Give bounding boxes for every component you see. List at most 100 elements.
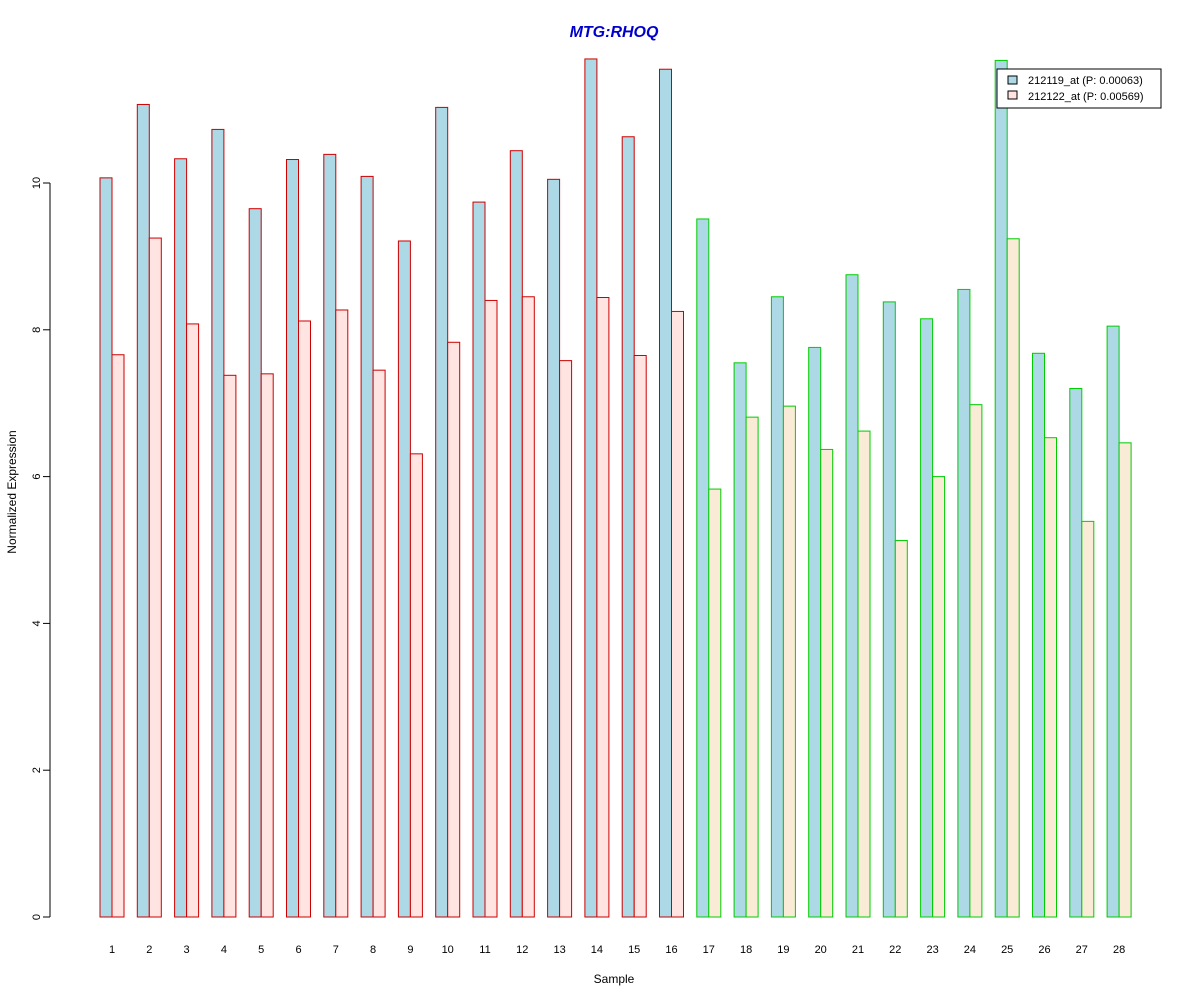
x-tick-label: 2 xyxy=(146,944,152,956)
bar-212119-sample-22 xyxy=(882,301,896,918)
bar-212119-sample-2 xyxy=(136,103,150,918)
x-tick-label: 28 xyxy=(1113,944,1125,956)
y-tick-label: 10 xyxy=(31,177,43,189)
bar-212122-sample-21 xyxy=(857,430,871,918)
bar-212122-sample-9 xyxy=(409,453,423,918)
legend: 212119_at (P: 0.00063) 212122_at (P: 0.0… xyxy=(996,68,1162,109)
bar-212122-sample-18 xyxy=(745,416,759,918)
y-axis: 0 2 4 6 8 10 xyxy=(31,177,51,920)
bar-212122-sample-10 xyxy=(447,341,461,918)
bar-212122-sample-16 xyxy=(671,310,684,918)
bar-212119-sample-12 xyxy=(509,150,523,918)
bar-212122-sample-14 xyxy=(596,297,610,918)
x-tick-label: 11 xyxy=(479,944,490,956)
x-tick-label: 13 xyxy=(553,944,565,956)
y-tick-label: 6 xyxy=(31,474,43,480)
x-tick-label: 6 xyxy=(295,944,301,956)
bar-212119-sample-23 xyxy=(920,318,934,918)
bar-212119-sample-19 xyxy=(770,296,784,918)
x-tick-label: 25 xyxy=(1001,944,1013,956)
legend-swatch-212122 xyxy=(1007,90,1018,100)
x-tick-label: 5 xyxy=(258,944,264,956)
bar-212122-sample-2 xyxy=(148,237,162,918)
bar-212119-sample-17 xyxy=(696,218,710,918)
legend-label-212119: 212119_at (P: 0.00063) xyxy=(1028,75,1143,87)
bar-212119-sample-26 xyxy=(1032,352,1045,918)
bar-212122-sample-7 xyxy=(335,309,349,918)
bar-212122-sample-19 xyxy=(782,405,796,918)
x-tick-label: 7 xyxy=(333,944,339,956)
bar-212122-sample-3 xyxy=(186,323,200,918)
bar-212122-sample-12 xyxy=(521,296,535,918)
bar-212119-sample-25 xyxy=(994,59,1008,918)
y-tick-label: 2 xyxy=(31,767,43,773)
bar-212119-sample-20 xyxy=(808,346,822,918)
chart-title: MTG:RHOQ xyxy=(570,24,659,41)
x-tick-label: 26 xyxy=(1038,944,1050,956)
bar-212122-sample-13 xyxy=(559,360,573,918)
x-tick-label: 20 xyxy=(815,944,827,956)
x-tick-label: 12 xyxy=(516,944,528,956)
bar-212119-sample-13 xyxy=(547,178,561,918)
bar-212119-sample-6 xyxy=(286,159,299,918)
x-tick-label: 4 xyxy=(221,944,227,956)
bar-212119-sample-27 xyxy=(1069,388,1083,918)
legend-label-212122: 212122_at (P: 0.00569) xyxy=(1028,91,1144,103)
bar-212122-sample-28 xyxy=(1118,442,1132,918)
bar-212122-sample-1 xyxy=(111,354,125,918)
x-tick-label: 3 xyxy=(184,944,190,956)
bar-212119-sample-15 xyxy=(621,136,635,918)
bar-212119-sample-7 xyxy=(323,153,337,918)
x-tick-label: 10 xyxy=(442,944,454,956)
x-tick-label: 16 xyxy=(665,944,677,956)
bar-212119-sample-4 xyxy=(211,128,225,918)
bar-212119-sample-18 xyxy=(733,362,747,918)
bar-212119-sample-9 xyxy=(397,240,411,918)
bar-212122-sample-26 xyxy=(1044,437,1057,918)
x-tick-label: 19 xyxy=(777,944,789,956)
y-tick-label: 0 xyxy=(31,914,43,920)
bar-212119-sample-5 xyxy=(248,208,262,918)
bar-212122-sample-5 xyxy=(260,373,274,918)
y-tick-label: 4 xyxy=(31,620,43,626)
x-tick-label: 23 xyxy=(926,944,938,956)
x-tick-label: 1 xyxy=(109,944,115,956)
bars xyxy=(99,58,1132,918)
bar-212122-sample-6 xyxy=(298,320,311,918)
bar-212119-sample-11 xyxy=(472,201,486,918)
x-tick-label: 24 xyxy=(964,944,976,956)
bar-212122-sample-25 xyxy=(1006,238,1020,918)
x-tick-labels: 1 2 3 4 5 6 7 8 9 10 11 12 13 14 15 16 17 18 19 20 21 22 23 24 2… xyxy=(109,944,1125,956)
bar-212119-sample-16 xyxy=(659,68,672,918)
x-tick-label: 18 xyxy=(740,944,752,956)
bar-212119-sample-10 xyxy=(435,106,449,918)
bar-212122-sample-11 xyxy=(484,299,498,918)
bar-212119-sample-28 xyxy=(1106,325,1120,918)
x-tick-label: 14 xyxy=(591,944,603,956)
x-tick-label: 21 xyxy=(852,944,864,956)
bar-212119-sample-1 xyxy=(99,177,113,918)
y-axis-title: Normalized Expression xyxy=(5,430,19,553)
bar-212119-sample-24 xyxy=(957,288,971,918)
bar-212122-sample-27 xyxy=(1081,520,1095,918)
bar-212122-sample-24 xyxy=(969,404,983,918)
bar-212119-sample-8 xyxy=(360,175,374,918)
x-tick-label: 15 xyxy=(628,944,640,956)
bar-212119-sample-14 xyxy=(584,58,598,918)
bar-212122-sample-17 xyxy=(708,488,722,918)
bar-212122-sample-15 xyxy=(633,354,647,918)
bar-212122-sample-8 xyxy=(372,369,386,918)
bar-212119-sample-3 xyxy=(174,158,188,918)
legend-box xyxy=(996,68,1162,109)
bar-212122-sample-4 xyxy=(223,374,237,918)
bar-212122-sample-20 xyxy=(820,448,834,918)
bar-212122-sample-23 xyxy=(932,476,946,918)
legend-swatch-212119 xyxy=(1007,75,1018,85)
x-tick-label: 8 xyxy=(370,944,376,956)
x-tick-label: 9 xyxy=(407,944,413,956)
x-axis-title: Sample xyxy=(594,972,635,986)
x-tick-label: 22 xyxy=(889,944,901,956)
bar-212119-sample-21 xyxy=(845,274,859,918)
y-tick-label: 8 xyxy=(31,327,43,333)
